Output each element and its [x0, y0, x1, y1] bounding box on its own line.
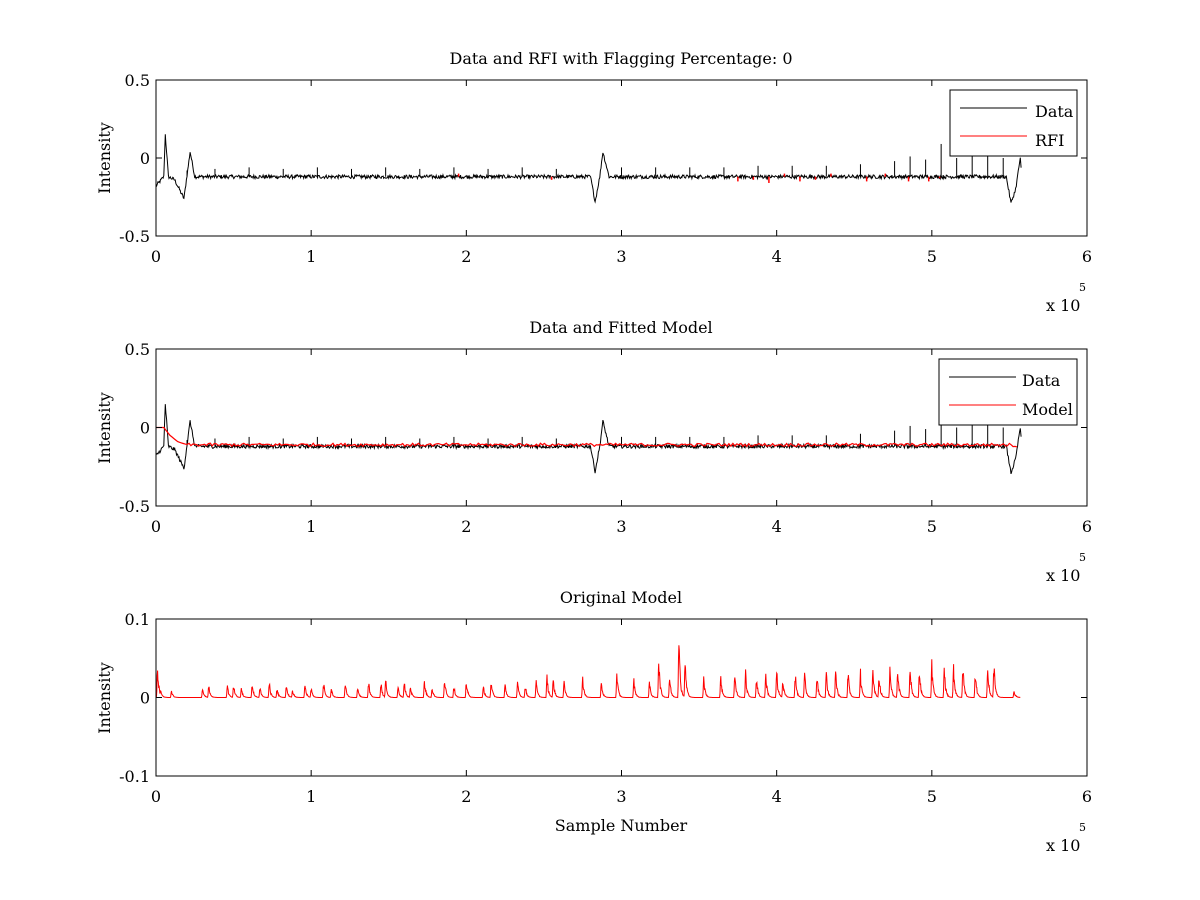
plot-area — [156, 134, 1022, 204]
x-tick-label: 2 — [461, 247, 471, 266]
x-tick-label: 4 — [772, 247, 782, 266]
x-tick-label: 0 — [151, 247, 161, 266]
legend-label-rfi: RFI — [1035, 131, 1064, 150]
y-tick-label: -0.5 — [119, 497, 150, 516]
axis-ticks: 0 1 2 3 4 5 6-0.100.1 — [119, 610, 1092, 806]
x-tick-label: 5 — [927, 247, 937, 266]
x-multiplier-label: x 10 — [1046, 836, 1080, 855]
y-tick-label: -0.5 — [119, 227, 150, 246]
x-tick-label: 5 — [927, 787, 937, 806]
y-tick-label: 0 — [140, 419, 150, 438]
x-tick-label: 0 — [151, 787, 161, 806]
axis-ticks: 0 1 2 3 4 5 6-0.500.5 — [119, 71, 1092, 266]
x-tick-label: 6 — [1082, 247, 1092, 266]
y-tick-label: 0.1 — [125, 610, 150, 629]
x-multiplier-exponent: 5 — [1079, 551, 1086, 564]
series-line-data — [156, 404, 1022, 475]
x-tick-label: 0 — [151, 517, 161, 536]
y-axis-label: Intensity — [95, 662, 114, 734]
x-tick-label: 4 — [772, 787, 782, 806]
x-tick-label: 1 — [306, 517, 316, 536]
legend-label-model: Model — [1022, 400, 1073, 419]
x-tick-label: 1 — [306, 787, 316, 806]
legend-box — [938, 358, 1078, 426]
chart-panel-3: Original Model 0 1 2 3 4 5 6-0.100.1 Intensity… — [95, 588, 1092, 855]
plot-contents — [156, 134, 1022, 204]
plot-area — [156, 404, 1022, 475]
x-multiplier-exponent: 5 — [1079, 821, 1086, 834]
x-axis-label: Sample Number — [555, 816, 688, 835]
y-tick-label: 0.5 — [125, 340, 150, 359]
y-tick-label: -0.1 — [119, 767, 150, 786]
plot-contents — [156, 645, 1021, 699]
x-tick-label: 3 — [616, 517, 626, 536]
plot-contents — [156, 404, 1022, 475]
y-axis-label: Intensity — [95, 392, 114, 464]
x-tick-label: 2 — [461, 517, 471, 536]
legend: Data RFI — [949, 89, 1078, 157]
series-line-model — [156, 426, 1018, 448]
series-line-data — [156, 134, 1022, 204]
x-tick-label: 5 — [927, 517, 937, 536]
chart-title: Data and RFI with Flagging Percentage: 0 — [449, 49, 792, 68]
x-tick-label: 6 — [1082, 787, 1092, 806]
legend-label-data: Data — [1035, 102, 1074, 121]
x-multiplier-label: x 10 — [1046, 566, 1080, 585]
y-tick-label: 0 — [140, 689, 150, 708]
legend: Data Model — [938, 358, 1078, 426]
y-tick-label: 0.5 — [125, 71, 150, 90]
chart-title: Original Model — [560, 588, 682, 607]
chart-title: Data and Fitted Model — [529, 318, 712, 337]
chart-panel-2: Data and Fitted Model 0 1 2 3 4 5 6-0.500.5 In… — [95, 318, 1092, 585]
y-axis-label: Intensity — [95, 122, 114, 194]
axis-ticks: 0 1 2 3 4 5 6-0.500.5 — [119, 340, 1092, 536]
x-tick-label: 1 — [306, 247, 316, 266]
x-multiplier-label: x 10 — [1046, 296, 1080, 315]
x-tick-label: 4 — [772, 517, 782, 536]
x-tick-label: 3 — [616, 787, 626, 806]
series-line-original-model — [156, 645, 1021, 699]
plot-area — [156, 645, 1021, 699]
x-multiplier-exponent: 5 — [1079, 281, 1086, 294]
legend-box — [949, 89, 1078, 157]
legend-label-data: Data — [1022, 371, 1061, 390]
x-tick-label: 2 — [461, 787, 471, 806]
x-tick-label: 6 — [1082, 517, 1092, 536]
chart-panel-1: Data and RFI with Flagging Percentage: 0… — [95, 49, 1092, 315]
y-tick-label: 0 — [140, 149, 150, 168]
x-tick-label: 3 — [616, 247, 626, 266]
